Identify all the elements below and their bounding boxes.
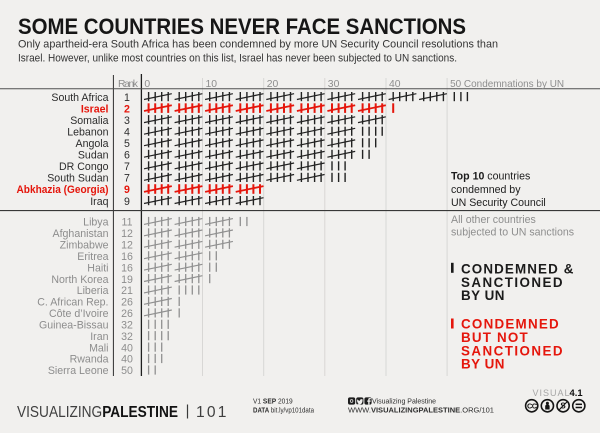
svg-text:7: 7 — [124, 173, 130, 185]
svg-text:UN Security Council: UN Security Council — [451, 197, 546, 209]
svg-text:9: 9 — [124, 184, 130, 196]
svg-text:3: 3 — [124, 115, 130, 127]
svg-text:5: 5 — [124, 138, 130, 150]
svg-text:BUT NOT: BUT NOT — [461, 330, 529, 345]
svg-text:Mali: Mali — [89, 342, 108, 354]
svg-text:Top 10 countries: Top 10 countries — [451, 171, 530, 183]
svg-text:Zimbabwe: Zimbabwe — [60, 240, 109, 252]
svg-text:DATA bit.ly/vp101data: DATA bit.ly/vp101data — [253, 407, 314, 414]
svg-text:40: 40 — [121, 342, 133, 354]
svg-text:condemned by: condemned by — [451, 184, 521, 196]
svg-text:Lebanon: Lebanon — [67, 126, 108, 138]
svg-text:1: 1 — [124, 92, 130, 104]
svg-text:11: 11 — [122, 217, 133, 229]
svg-text:40: 40 — [121, 354, 133, 366]
svg-text:BY UN: BY UN — [461, 288, 504, 303]
svg-text:Liberia: Liberia — [77, 285, 109, 297]
svg-text:Israel. However, unlike most c: Israel. However, unlike most countries o… — [18, 52, 457, 64]
svg-text:0: 0 — [144, 79, 150, 90]
svg-text:DR Congo: DR Congo — [59, 161, 109, 173]
svg-text:SANCTIONED: SANCTIONED — [461, 343, 563, 358]
svg-text:subjected to UN sanctions: subjected to UN sanctions — [451, 227, 574, 239]
svg-text:Guinea-Bissau: Guinea-Bissau — [39, 320, 109, 332]
svg-text:32: 32 — [121, 331, 133, 343]
svg-text:Abkhazia (Georgia): Abkhazia (Georgia) — [17, 184, 109, 196]
svg-text:Visualizing Palestine: Visualizing Palestine — [372, 399, 436, 406]
svg-text:CONDEMNED: CONDEMNED — [461, 317, 559, 332]
svg-text:26: 26 — [121, 308, 133, 320]
svg-text:21: 21 — [121, 285, 133, 297]
svg-text:16: 16 — [121, 251, 133, 263]
svg-text:Iran: Iran — [90, 331, 108, 343]
svg-text:Only apartheid-era South Afric: Only apartheid-era South Africa has been… — [18, 39, 498, 51]
svg-text:12: 12 — [121, 228, 133, 240]
svg-text:Rank: Rank — [118, 79, 139, 90]
svg-text:Iraq: Iraq — [90, 196, 108, 208]
svg-text:CC: CC — [527, 401, 538, 410]
svg-text:South Sudan: South Sudan — [47, 173, 108, 185]
svg-text:Côte d’Ivoire: Côte d’Ivoire — [49, 308, 109, 320]
svg-text:9: 9 — [124, 196, 130, 208]
svg-text:Sudan: Sudan — [78, 150, 109, 162]
svg-text:C. African Rep.: C. African Rep. — [37, 297, 108, 309]
svg-text:V1 SEP 2019: V1 SEP 2019 — [253, 399, 293, 406]
svg-text:Sierra Leone: Sierra Leone — [48, 365, 109, 377]
svg-text:SOME COUNTRIES NEVER FACE SANC: SOME COUNTRIES NEVER FACE SANCTIONS — [18, 14, 466, 39]
svg-text:WWW.VISUALIZINGPALESTINE.ORG/1: WWW. VISUALIZINGPALESTINE .ORG/101 — [348, 407, 494, 414]
svg-text:Afghanistan: Afghanistan — [53, 228, 109, 240]
svg-text:10: 10 — [206, 79, 218, 90]
svg-text:Rwanda: Rwanda — [70, 354, 109, 366]
svg-text:7: 7 — [124, 161, 130, 173]
svg-text:CONDEMNED &: CONDEMNED & — [461, 261, 574, 276]
svg-text:26: 26 — [121, 297, 133, 309]
svg-text:South Africa: South Africa — [51, 92, 108, 104]
svg-text:Angola: Angola — [76, 138, 109, 150]
svg-text:Israel: Israel — [81, 103, 109, 115]
svg-text:30: 30 — [328, 79, 340, 90]
svg-text:4: 4 — [124, 126, 130, 138]
svg-text:All other countries: All other countries — [451, 214, 536, 226]
svg-text:101: 101 — [196, 404, 229, 421]
svg-text:Haiti: Haiti — [87, 262, 108, 274]
svg-text:50 Condemnations by UN: 50 Condemnations by UN — [450, 79, 564, 90]
svg-text:19: 19 — [121, 274, 133, 286]
svg-text:VISUAL: VISUAL — [533, 388, 571, 398]
svg-text:32: 32 — [121, 320, 133, 332]
svg-text:16: 16 — [121, 262, 133, 274]
svg-text:Libya: Libya — [83, 217, 108, 229]
svg-text:2: 2 — [124, 103, 130, 115]
svg-text:VISUALIZINGPALESTINE: VISUALIZINGPALESTINE — [17, 404, 178, 421]
svg-text:Somalia: Somalia — [70, 115, 108, 127]
svg-text:North Korea: North Korea — [51, 274, 108, 286]
svg-text:6: 6 — [124, 150, 130, 162]
svg-text:20: 20 — [267, 79, 279, 90]
svg-text:BY UN: BY UN — [461, 357, 504, 372]
svg-text:Eritrea: Eritrea — [77, 251, 108, 263]
svg-text:12: 12 — [121, 240, 133, 252]
svg-text:SANCTIONED: SANCTIONED — [461, 275, 563, 290]
svg-text:40: 40 — [389, 79, 401, 90]
svg-text:50: 50 — [121, 365, 133, 377]
svg-text:4.1: 4.1 — [570, 387, 583, 398]
